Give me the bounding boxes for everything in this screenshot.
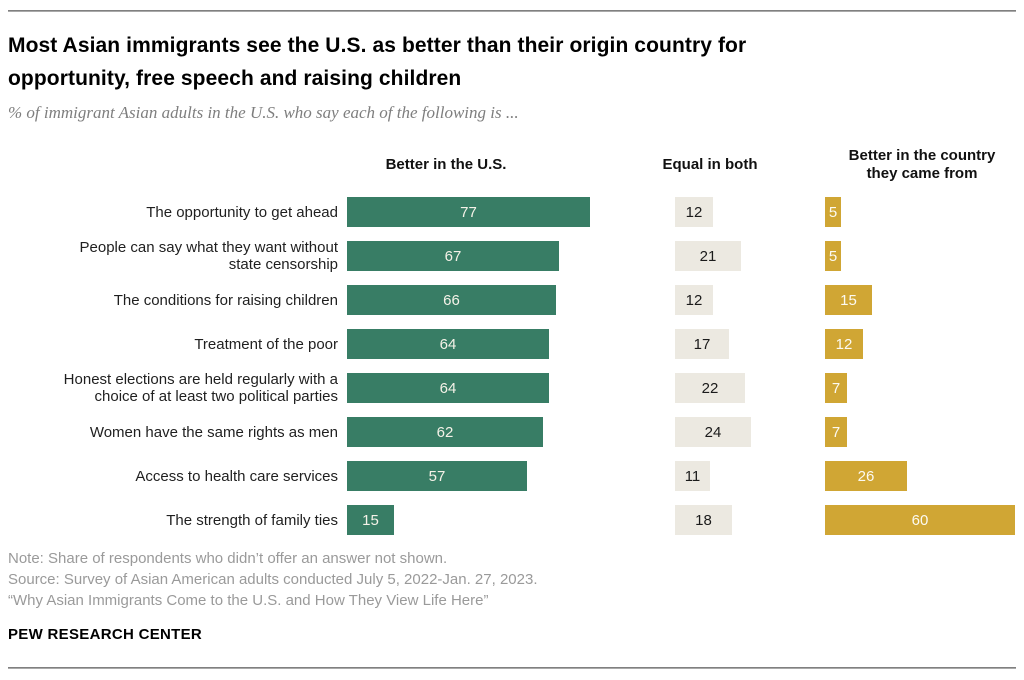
bar-equal: 11 (675, 461, 710, 491)
bar-value: 18 (695, 511, 712, 529)
bar-better-us: 57 (347, 461, 527, 491)
bar-value: 15 (362, 511, 379, 529)
bar-track: 66 12 15 (338, 278, 1016, 322)
source-line: Source: Survey of Asian American adults … (8, 571, 538, 588)
bar-equal: 17 (675, 329, 729, 359)
bar-value: 7 (831, 379, 841, 397)
bar-better-us: 67 (347, 241, 559, 271)
column-header-better-us: Better in the U.S. (385, 156, 507, 173)
bar-better-us: 64 (347, 373, 549, 403)
footnotes: Note: Share of respondents who didn’t of… (8, 548, 908, 611)
bar-value: 21 (699, 247, 717, 265)
column-header-better-origin: Better in the country they came from (848, 147, 996, 182)
bar-value: 12 (685, 203, 703, 221)
category-label: Treatment of the poor (194, 335, 338, 353)
bar-better-origin: 7 (825, 373, 847, 403)
bar-value: 11 (684, 467, 701, 485)
bar-value: 64 (439, 379, 457, 397)
bar-value: 60 (911, 511, 929, 529)
top-divider (8, 10, 1016, 12)
chart-row: Women have the same rights as men 62 24 … (8, 410, 1016, 454)
note-line: Note: Share of respondents who didn’t of… (8, 550, 448, 567)
bar-value: 66 (443, 291, 460, 309)
chart-rows: The opportunity to get ahead 77 12 5 Peo… (8, 190, 1016, 542)
bar-better-origin: 26 (825, 461, 907, 491)
chart-row: Honest elections are held regularly with… (8, 366, 1016, 410)
chart-row: Treatment of the poor 64 17 12 (8, 322, 1016, 366)
category-label: Access to health care services (135, 467, 338, 485)
bar-equal: 12 (675, 285, 713, 315)
bar-equal: 18 (675, 505, 732, 535)
pew-research-center-wordmark: PEW RESEARCH CENTER (8, 626, 203, 643)
bar-value: 64 (439, 335, 457, 353)
chart-row: The opportunity to get ahead 77 12 5 (8, 190, 1016, 234)
bar-value: 77 (460, 203, 477, 221)
category-label: The conditions for raising children (113, 291, 338, 309)
bar-better-origin: 15 (825, 285, 872, 315)
bar-better-us: 15 (347, 505, 394, 535)
category-label: The opportunity to get ahead (146, 203, 338, 221)
chart-row: The conditions for raising children 66 1… (8, 278, 1016, 322)
bar-value: 15 (840, 291, 857, 309)
bar-value: 62 (436, 423, 454, 441)
column-headers: Better in the U.S. Equal in both Better … (8, 142, 1016, 188)
bar-equal: 21 (675, 241, 741, 271)
chart-title: Most Asian immigrants see the U.S. as be… (8, 34, 747, 90)
bar-track: 15 18 60 (338, 498, 1016, 542)
category-label: Honest elections are held regularly with… (63, 371, 338, 405)
bar-value: 17 (693, 335, 711, 353)
bar-better-us: 77 (347, 197, 590, 227)
chart-row: The strength of family ties 15 18 60 (8, 498, 1016, 542)
bar-value: 5 (828, 203, 838, 221)
bar-better-us: 62 (347, 417, 543, 447)
bar-better-us: 66 (347, 285, 556, 315)
chart-row: People can say what they want without st… (8, 234, 1016, 278)
report-title-line: “Why Asian Immigrants Come to the U.S. a… (8, 592, 489, 609)
chart-subtitle: % of immigrant Asian adults in the U.S. … (8, 103, 519, 122)
bar-equal: 12 (675, 197, 713, 227)
bar-value: 5 (828, 247, 838, 265)
bar-value: 12 (685, 291, 703, 309)
bottom-divider (8, 667, 1016, 669)
bar-track: 77 12 5 (338, 190, 1016, 234)
bar-value: 12 (835, 335, 853, 353)
bar-value: 7 (831, 423, 841, 441)
category-label: Women have the same rights as men (89, 423, 338, 441)
bar-value: 57 (428, 467, 446, 485)
bar-track: 64 22 7 (338, 366, 1016, 410)
bar-track: 57 11 26 (338, 454, 1016, 498)
bar-value: 26 (857, 467, 875, 485)
bar-value: 22 (701, 379, 719, 397)
bar-equal: 22 (675, 373, 745, 403)
chart-row: Access to health care services 57 11 26 (8, 454, 1016, 498)
bar-better-origin: 7 (825, 417, 847, 447)
bar-better-origin: 5 (825, 197, 841, 227)
bar-equal: 24 (675, 417, 751, 447)
bar-value: 24 (704, 423, 722, 441)
bar-track: 62 24 7 (338, 410, 1016, 454)
bar-better-origin: 5 (825, 241, 841, 271)
bar-better-origin: 12 (825, 329, 863, 359)
bar-better-origin: 60 (825, 505, 1015, 535)
bar-track: 64 17 12 (338, 322, 1016, 366)
column-header-equal: Equal in both (662, 156, 758, 173)
bar-value: 67 (444, 247, 462, 265)
bar-track: 67 21 5 (338, 234, 1016, 278)
bar-better-us: 64 (347, 329, 549, 359)
category-label: People can say what they want without st… (79, 239, 339, 273)
category-label: The strength of family ties (166, 511, 338, 529)
